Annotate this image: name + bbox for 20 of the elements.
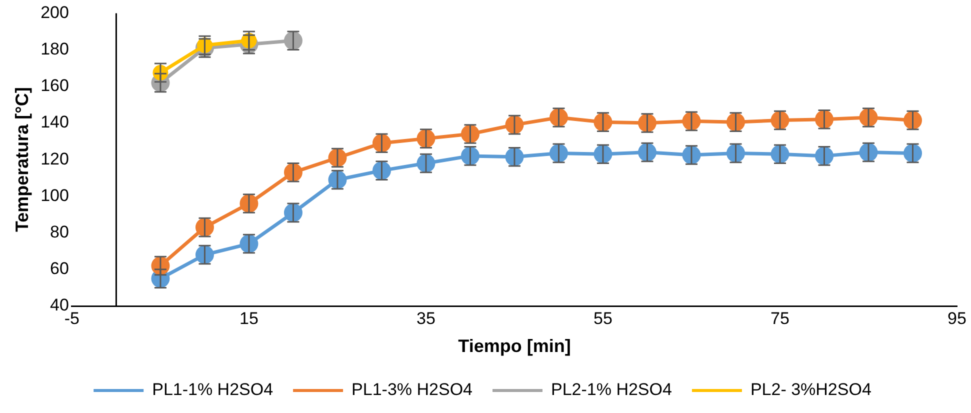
legend-label: PL1-3% H2SO4 — [352, 380, 472, 400]
legend-label: PL2-1% H2SO4 — [551, 380, 672, 400]
x-tick-label: 35 — [416, 308, 436, 328]
y-tick-label: 180 — [40, 39, 69, 58]
y-tick-label: 80 — [50, 222, 69, 242]
x-tick-label: 15 — [240, 308, 258, 328]
y-tick-label: 100 — [40, 186, 69, 205]
y-tick-label: 60 — [50, 259, 69, 278]
x-tick-label: 55 — [594, 308, 612, 328]
y-tick-label: 200 — [40, 2, 69, 22]
y-axis-title: Temperatura [°C] — [12, 87, 32, 232]
legend-label: PL2- 3%H2SO4 — [750, 380, 872, 400]
y-tick-label: 160 — [40, 76, 69, 96]
y-tick-label: 140 — [40, 112, 69, 132]
x-tick-label: 95 — [948, 308, 966, 328]
y-tick-label: 120 — [40, 149, 69, 168]
y-tick-label: 40 — [50, 296, 69, 315]
x-axis-title: Tiempo [min] — [458, 336, 571, 356]
legend-label: PL1-1% H2SO4 — [152, 380, 274, 400]
x-tick-label: 75 — [770, 308, 790, 328]
